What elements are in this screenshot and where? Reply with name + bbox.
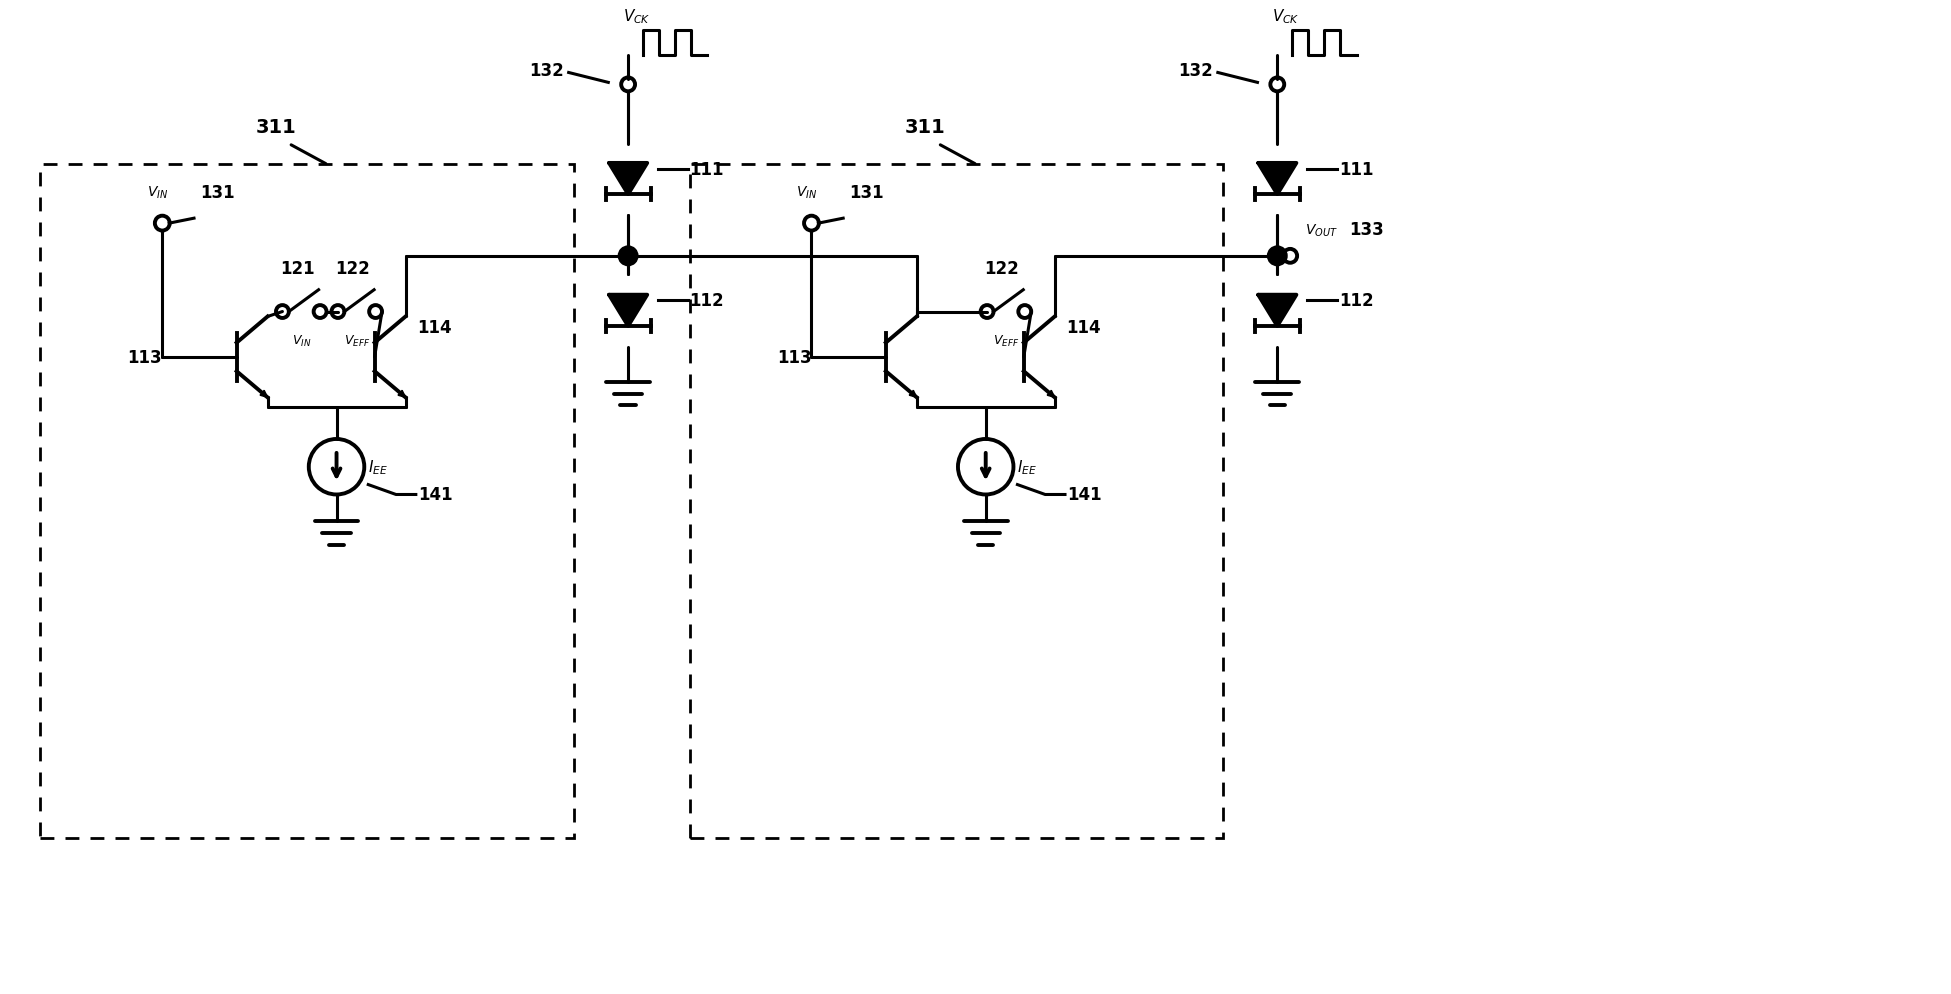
Polygon shape bbox=[259, 391, 267, 398]
Circle shape bbox=[1268, 248, 1286, 265]
Text: 141: 141 bbox=[1067, 486, 1102, 504]
Polygon shape bbox=[1048, 391, 1055, 398]
Polygon shape bbox=[609, 295, 648, 327]
Text: 121: 121 bbox=[281, 259, 314, 277]
Text: 133: 133 bbox=[1350, 221, 1385, 239]
Text: 114: 114 bbox=[1067, 319, 1100, 337]
Text: 111: 111 bbox=[1338, 160, 1374, 179]
Polygon shape bbox=[909, 391, 917, 398]
Text: 122: 122 bbox=[336, 259, 371, 277]
Text: 112: 112 bbox=[689, 292, 724, 310]
Text: $V_{EFF}$: $V_{EFF}$ bbox=[993, 334, 1018, 349]
Text: 113: 113 bbox=[776, 349, 812, 367]
Text: 131: 131 bbox=[849, 184, 884, 202]
Text: 311: 311 bbox=[256, 118, 297, 137]
Polygon shape bbox=[1258, 164, 1295, 195]
Text: 132: 132 bbox=[529, 63, 564, 81]
Text: $V_{IN}$: $V_{IN}$ bbox=[146, 185, 168, 201]
Polygon shape bbox=[609, 164, 648, 195]
Circle shape bbox=[618, 248, 638, 265]
Text: $V_{CK}$: $V_{CK}$ bbox=[622, 7, 652, 26]
Polygon shape bbox=[1258, 295, 1295, 327]
Text: 111: 111 bbox=[689, 160, 724, 179]
Text: 311: 311 bbox=[905, 118, 946, 137]
Text: $V_{OUT}$: $V_{OUT}$ bbox=[1305, 223, 1338, 239]
Text: 132: 132 bbox=[1178, 63, 1214, 81]
Text: $I_{EE}$: $I_{EE}$ bbox=[1016, 458, 1038, 476]
Text: $V_{IN}$: $V_{IN}$ bbox=[796, 185, 817, 201]
Text: 122: 122 bbox=[985, 259, 1018, 277]
Text: 113: 113 bbox=[127, 349, 162, 367]
Text: $V_{CK}$: $V_{CK}$ bbox=[1272, 7, 1299, 26]
Text: $V_{IN}$: $V_{IN}$ bbox=[291, 334, 310, 349]
Text: 112: 112 bbox=[1338, 292, 1374, 310]
Text: 141: 141 bbox=[418, 486, 453, 504]
Text: 114: 114 bbox=[418, 319, 453, 337]
Polygon shape bbox=[398, 391, 406, 398]
Text: $I_{EE}$: $I_{EE}$ bbox=[369, 458, 388, 476]
Text: 131: 131 bbox=[199, 184, 234, 202]
Text: $V_{EFF}$: $V_{EFF}$ bbox=[343, 334, 371, 349]
